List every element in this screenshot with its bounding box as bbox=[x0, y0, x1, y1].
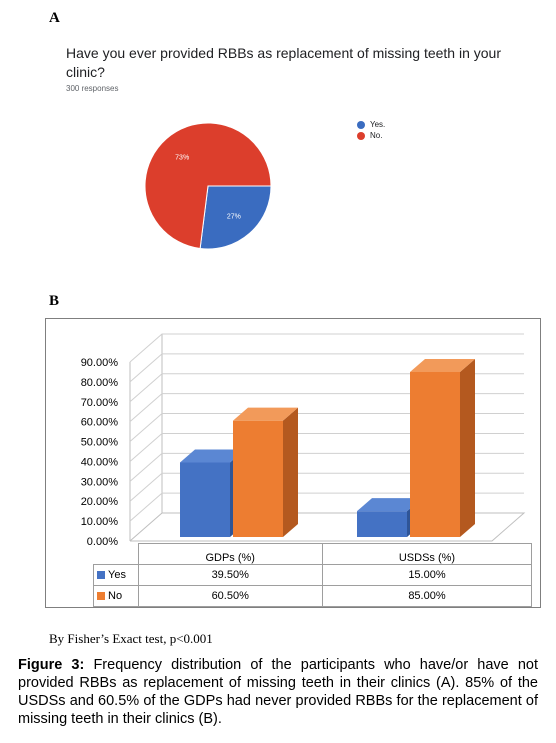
bar-chart: 0.00%10.00%20.00%30.00%40.00%50.00%60.00… bbox=[81, 333, 526, 548]
legend-item-yes: Yes. bbox=[357, 120, 385, 129]
bar-chart-frame bbox=[45, 318, 541, 608]
y-tick-label: 20.00% bbox=[81, 496, 119, 508]
data-table-header-usdss: USDSs (%) bbox=[321, 543, 533, 565]
y-tick-label: 90.00% bbox=[81, 357, 119, 369]
cell-yes-usdss: 15.00% bbox=[321, 564, 533, 586]
panel-a-label: A bbox=[49, 10, 60, 26]
pie-slice-yes bbox=[199, 185, 272, 250]
bar-no-gdps bbox=[233, 407, 298, 537]
bar-y-ticks: 0.00%10.00%20.00%30.00%40.00%50.00%60.00… bbox=[81, 357, 119, 548]
pie-group: 27% 73% bbox=[144, 122, 272, 250]
gridline bbox=[129, 353, 524, 383]
bar-grid bbox=[129, 333, 526, 542]
data-table: GDPs (%) USDSs (%) Yes 39.50% 15.00% No … bbox=[93, 543, 533, 607]
gridline bbox=[129, 452, 524, 482]
y-tick-label: 80.00% bbox=[81, 377, 119, 389]
data-table-header-gdps: GDPs (%) bbox=[137, 543, 323, 565]
y-tick-label: 70.00% bbox=[81, 397, 119, 409]
y-tick-label: 30.00% bbox=[81, 476, 119, 488]
floor bbox=[130, 512, 526, 542]
response-count: 300 responses bbox=[66, 84, 119, 93]
data-table-row-yes: Yes 39.50% 15.00% bbox=[93, 564, 533, 586]
pie-legend: Yes. No. bbox=[357, 120, 385, 140]
gridline bbox=[129, 373, 524, 403]
footnote: By Fisher’s Exact test, p<0.001 bbox=[49, 631, 213, 646]
gridline bbox=[129, 413, 524, 442]
data-table-rowhead-yes: Yes bbox=[93, 564, 139, 586]
data-table-corner bbox=[93, 543, 139, 565]
gridline bbox=[129, 472, 524, 502]
y-tick-label: 10.00% bbox=[81, 516, 119, 528]
gridline bbox=[129, 393, 524, 423]
y-tick-label: 50.00% bbox=[81, 437, 119, 449]
y-tick-label: 60.00% bbox=[81, 417, 119, 429]
pie-chart: 27% 73% bbox=[144, 122, 272, 250]
pie-slice-no bbox=[144, 122, 272, 250]
legend-item-no: No. bbox=[357, 131, 385, 140]
gridline bbox=[129, 333, 524, 363]
pie-label-yes: 27% bbox=[227, 213, 241, 220]
caption-text: Frequency distribution of the participan… bbox=[18, 657, 538, 727]
pie-label-no: 73% bbox=[175, 155, 189, 162]
yes-swatch bbox=[97, 571, 105, 580]
bar-no-usdss bbox=[410, 358, 475, 537]
legend-dot-yes bbox=[357, 120, 365, 129]
cell-no-usdss: 85.00% bbox=[321, 585, 533, 607]
y-tick-label: 40.00% bbox=[81, 456, 119, 468]
bar-bars bbox=[180, 358, 475, 537]
no-swatch bbox=[97, 592, 105, 601]
bar-yes-usdss bbox=[357, 498, 422, 537]
data-table-header-row: GDPs (%) USDSs (%) bbox=[93, 543, 533, 565]
legend-label-no: No. bbox=[370, 131, 383, 140]
legend-label-yes: Yes. bbox=[370, 120, 386, 129]
gridline bbox=[129, 432, 524, 462]
cell-no-gdps: 60.50% bbox=[137, 585, 323, 607]
row-label-no: No bbox=[108, 590, 123, 602]
panel-b-label: B bbox=[49, 293, 60, 309]
pie-title: Have you ever provided RBBs as replaceme… bbox=[66, 45, 501, 80]
figure-caption: Figure 3: Frequency distribution of the … bbox=[18, 656, 538, 728]
data-table-rowhead-no: No bbox=[93, 585, 139, 607]
legend-dot-no bbox=[357, 131, 365, 140]
row-label-yes: Yes bbox=[108, 569, 126, 581]
gridline bbox=[129, 492, 524, 522]
caption-label: Figure 3: bbox=[18, 657, 85, 673]
cell-yes-gdps: 39.50% bbox=[137, 564, 323, 586]
data-table-row-no: No 60.50% 85.00% bbox=[93, 585, 533, 607]
